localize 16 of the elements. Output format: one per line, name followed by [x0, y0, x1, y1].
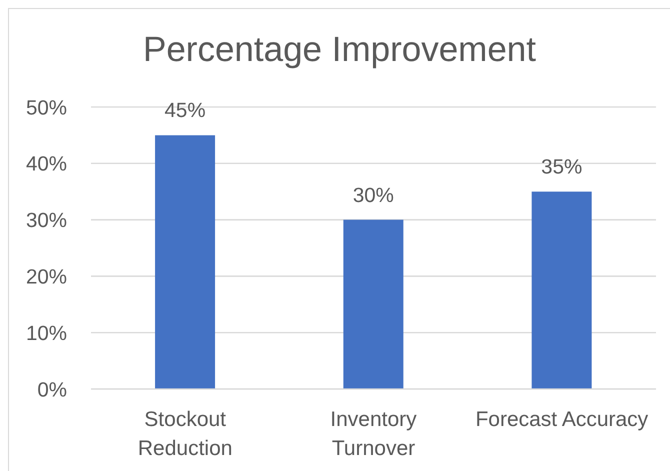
bar	[343, 220, 404, 389]
x-tick-label: Forecast Accuracy	[475, 408, 649, 432]
bar	[532, 192, 592, 389]
y-tick-label: 10%	[26, 322, 67, 345]
y-tick-label: 20%	[26, 265, 67, 288]
x-tick-label: Inventory Turnover	[330, 408, 418, 460]
y-tick-label: 40%	[26, 152, 67, 176]
bar	[155, 135, 216, 389]
data-label: 35%	[541, 156, 582, 179]
data-label: 30%	[352, 184, 394, 207]
y-tick-label: 50%	[26, 96, 67, 120]
chart-title: Percentage Improvement	[142, 30, 537, 70]
data-label: 45%	[164, 99, 206, 122]
y-tick-label: 0%	[37, 378, 67, 402]
y-tick-label: 30%	[26, 209, 67, 232]
x-tick-label: Stockout Reduction	[138, 408, 232, 460]
